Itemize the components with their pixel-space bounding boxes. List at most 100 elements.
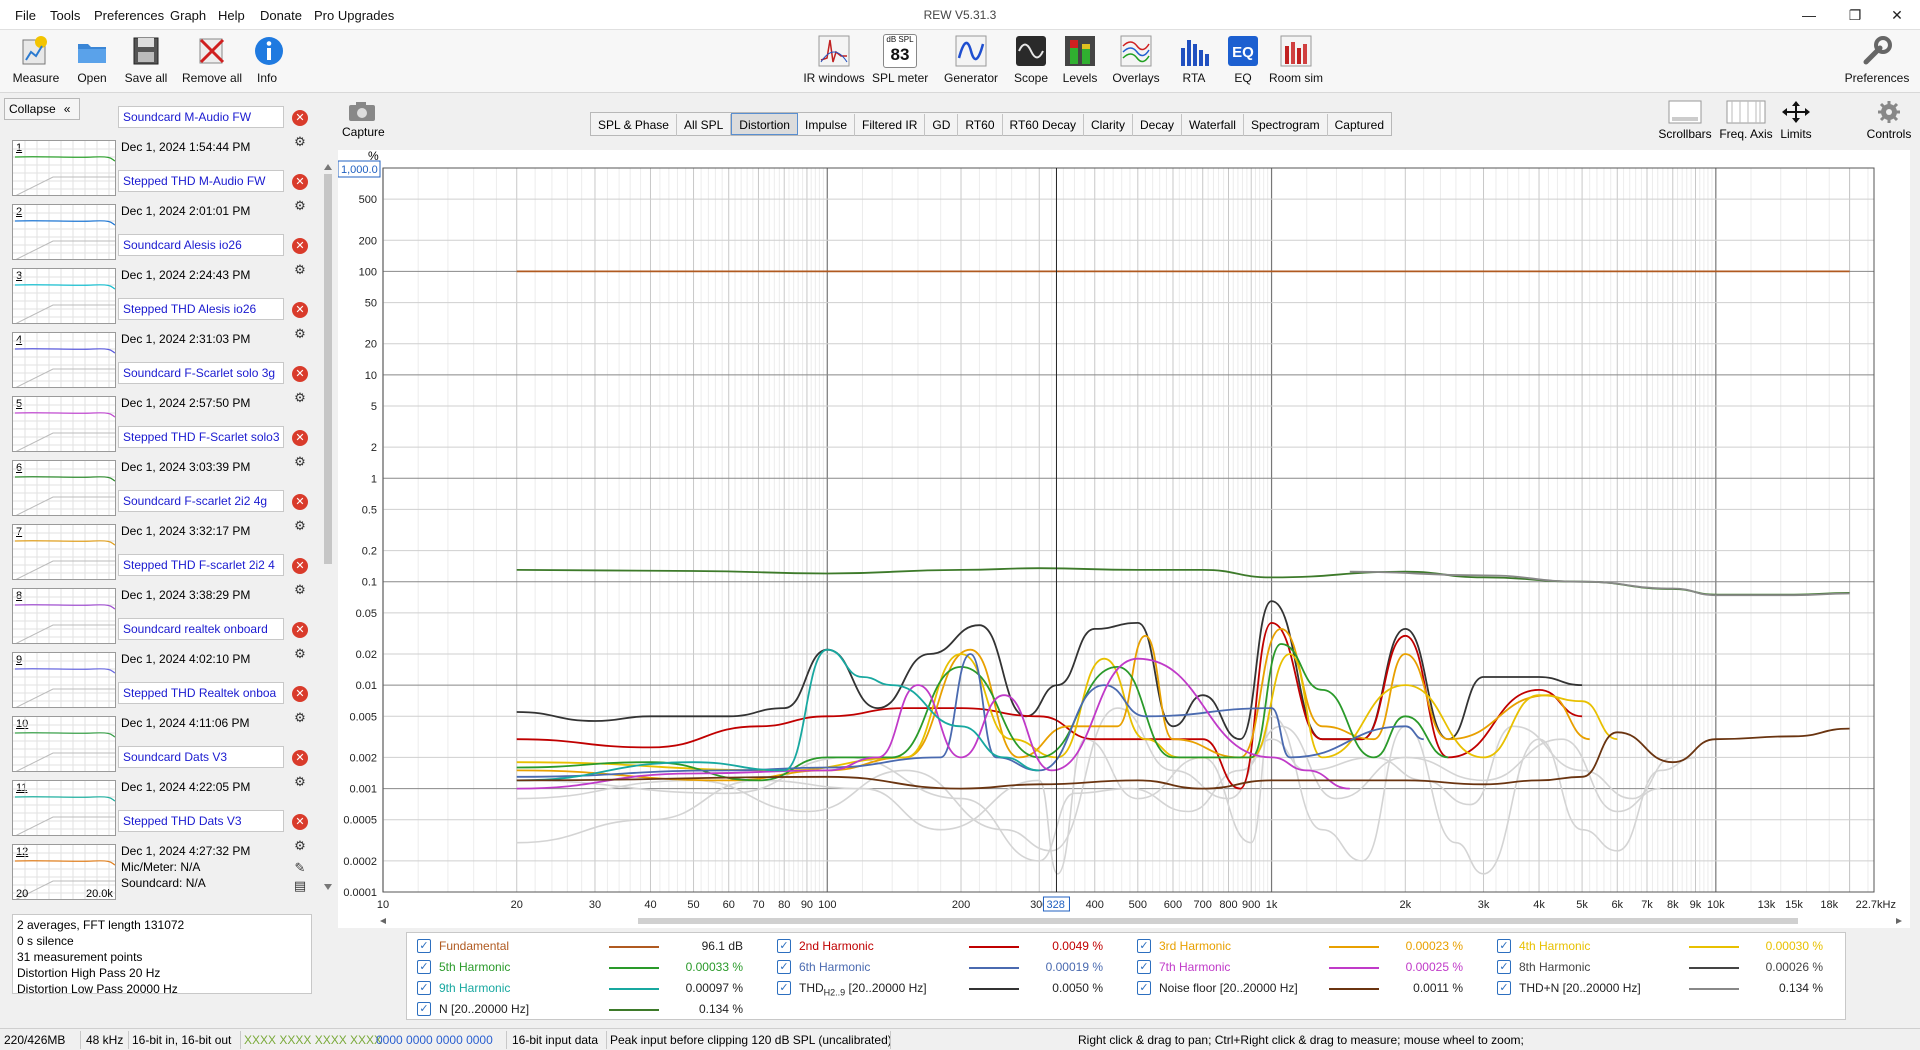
measurement-settings-icon[interactable]: ⚙: [294, 390, 306, 405]
measurement-name-field[interactable]: Soundcard Dats V3: [118, 746, 284, 768]
rta-button[interactable]: RTA: [1176, 34, 1212, 85]
measurement-thumbnail[interactable]: 6: [12, 460, 116, 516]
measurement-settings-icon[interactable]: ⚙: [294, 262, 306, 277]
delete-measurement-icon[interactable]: ✕: [292, 686, 308, 702]
legend-checkbox[interactable]: ✓: [417, 981, 431, 995]
measure-button[interactable]: Measure: [12, 34, 60, 85]
delete-measurement-icon[interactable]: ✕: [292, 238, 308, 254]
eq-button[interactable]: EQ EQ: [1226, 34, 1260, 85]
scope-button[interactable]: Scope: [1012, 34, 1050, 85]
menu-donate[interactable]: Donate: [260, 8, 302, 23]
measurement-item[interactable]: Soundcard M-Audio FW ✕ 1 Dec 1, 2024 1:54:4…: [4, 104, 316, 196]
cursor-x-box[interactable]: [1042, 896, 1070, 912]
measurement-thumbnail[interactable]: 11: [12, 780, 116, 836]
delete-measurement-icon[interactable]: ✕: [292, 366, 308, 382]
delete-measurement-icon[interactable]: ✕: [292, 622, 308, 638]
horizontal-scrollbar[interactable]: [380, 918, 1902, 924]
capture-button[interactable]: Capture: [342, 100, 385, 139]
measurement-item[interactable]: Stepped THD Realtek onboa ✕ 10 Dec 1, 2024 …: [4, 680, 316, 772]
measurement-name-field[interactable]: Soundcard M-Audio FW: [118, 106, 284, 128]
menu-pro-upgrades[interactable]: Pro Upgrades: [314, 8, 395, 23]
tab-spl-phase[interactable]: SPL & Phase: [591, 114, 677, 136]
legend-checkbox[interactable]: ✓: [1497, 960, 1511, 974]
menu-help[interactable]: Help: [218, 8, 245, 23]
measurement-name-field[interactable]: Soundcard F-scarlet 2i2 4g: [118, 490, 284, 512]
legend-checkbox[interactable]: ✓: [417, 960, 431, 974]
tab-clarity[interactable]: Clarity: [1084, 114, 1134, 136]
tab-captured[interactable]: Captured: [1334, 118, 1385, 132]
tab-distortion[interactable]: Distortion: [731, 113, 798, 135]
measurement-item[interactable]: Soundcard realtek onboard ✕ 9 Dec 1, 2024 4…: [4, 616, 316, 708]
measurement-item[interactable]: Soundcard F-scarlet 2i2 4g ✕ 7 Dec 1, 2024 …: [4, 488, 316, 580]
measurement-item[interactable]: Soundcard F-Scarlet solo 3g ✕ 5 Dec 1, 2024…: [4, 360, 316, 452]
measurement-settings-icon[interactable]: ⚙: [294, 454, 306, 469]
restore-button[interactable]: ❐: [1848, 7, 1862, 23]
measurement-settings-icon[interactable]: ⚙: [294, 518, 306, 533]
measurement-settings-icon[interactable]: ⚙: [294, 838, 306, 853]
delete-measurement-icon[interactable]: ✕: [292, 110, 308, 126]
tab-decay[interactable]: Decay: [1133, 114, 1183, 136]
measurement-thumbnail[interactable]: 5: [12, 396, 116, 452]
legend-checkbox[interactable]: ✓: [417, 1002, 431, 1016]
measurement-name-field[interactable]: Stepped THD M-Audio FW: [118, 170, 284, 192]
measurement-name-field[interactable]: Stepped THD F-scarlet 2i2 4: [118, 554, 284, 576]
menu-graph[interactable]: Graph: [170, 8, 207, 23]
tab-waterfall[interactable]: Waterfall: [1182, 114, 1244, 136]
measurement-settings-icon[interactable]: ⚙: [294, 134, 306, 149]
measurement-thumbnail[interactable]: 2: [12, 204, 116, 260]
save-all-button[interactable]: Save all: [124, 34, 168, 85]
levels-button[interactable]: Levels: [1062, 34, 1098, 85]
ir-windows-button[interactable]: IR windows: [800, 34, 868, 85]
measurement-item[interactable]: Stepped THD F-scarlet 2i2 4 ✕ 8 Dec 1, 2024…: [4, 552, 316, 644]
legend-checkbox[interactable]: ✓: [1497, 981, 1511, 995]
measurement-thumbnail[interactable]: 12: [12, 844, 116, 900]
tab-impulse[interactable]: Impulse: [798, 114, 856, 136]
legend-checkbox[interactable]: ✓: [777, 981, 791, 995]
preferences-button[interactable]: Preferences: [1844, 34, 1910, 85]
controls-button[interactable]: Controls: [1864, 100, 1914, 141]
collapse-button[interactable]: Collapse «: [4, 98, 80, 120]
menu-preferences[interactable]: Preferences: [94, 8, 165, 23]
measurement-settings-icon[interactable]: ⚙: [294, 774, 306, 789]
measurement-thumbnail[interactable]: 8: [12, 588, 116, 644]
minimize-button[interactable]: —: [1802, 7, 1816, 23]
measurement-settings-icon[interactable]: ⚙: [294, 646, 306, 661]
delete-measurement-icon[interactable]: ✕: [292, 814, 308, 830]
measurement-name-field[interactable]: Stepped THD Dats V3: [118, 810, 284, 832]
scrollbars-button[interactable]: Scrollbars: [1656, 100, 1714, 141]
measurement-item[interactable]: Stepped THD F-Scarlet solo3 ✕ 6 Dec 1, 2024…: [4, 424, 316, 516]
measurement-item[interactable]: Stepped THD M-Audio FW ✕ 2 Dec 1, 2024 2:01…: [4, 168, 316, 260]
generator-button[interactable]: Generator: [942, 34, 1000, 85]
legend-checkbox[interactable]: ✓: [1137, 981, 1151, 995]
delete-measurement-icon[interactable]: ✕: [292, 494, 308, 510]
info-button[interactable]: Info: [252, 34, 283, 85]
limits-button[interactable]: Limits: [1776, 100, 1816, 141]
measurement-settings-icon[interactable]: ⚙: [294, 710, 306, 725]
measurement-list-scrollbar[interactable]: [322, 160, 334, 890]
measurement-item[interactable]: Stepped THD Alesis io26 ✕ 4 Dec 1, 2024 2:3…: [4, 296, 316, 388]
delete-measurement-icon[interactable]: ✕: [292, 558, 308, 574]
y-top-value-box[interactable]: [338, 160, 381, 178]
delete-measurement-icon[interactable]: ✕: [292, 430, 308, 446]
measurement-thumbnail[interactable]: 9: [12, 652, 116, 708]
freq-axis-button[interactable]: Freq. Axis: [1718, 100, 1774, 141]
measurement-thumbnail[interactable]: 10: [12, 716, 116, 772]
spl-meter-button[interactable]: dB SPL 83 SPL meter: [872, 34, 929, 85]
room-sim-button[interactable]: Room sim: [1268, 34, 1324, 85]
measurement-name-field[interactable]: Stepped THD Alesis io26: [118, 298, 284, 320]
legend-checkbox[interactable]: ✓: [1497, 939, 1511, 953]
remove-all-button[interactable]: Remove all: [182, 34, 242, 85]
measurement-thumbnail[interactable]: 7: [12, 524, 116, 580]
delete-measurement-icon[interactable]: ✕: [292, 174, 308, 190]
delete-measurement-icon[interactable]: ✕: [292, 302, 308, 318]
close-button[interactable]: ✕: [1891, 7, 1903, 23]
overlays-button[interactable]: Overlays: [1110, 34, 1162, 85]
measurement-settings-icon[interactable]: ⚙: [294, 198, 306, 213]
menu-file[interactable]: File: [15, 8, 36, 23]
legend-checkbox[interactable]: ✓: [777, 939, 791, 953]
measurement-item[interactable]: Soundcard Dats V3 ✕ 11 Dec 1, 2024 4:22:05 …: [4, 744, 316, 836]
measurement-name-field[interactable]: Soundcard F-Scarlet solo 3g: [118, 362, 284, 384]
legend-checkbox[interactable]: ✓: [1137, 939, 1151, 953]
tab-spectrogram[interactable]: Spectrogram: [1244, 114, 1328, 136]
menu-tools[interactable]: Tools: [50, 8, 81, 23]
